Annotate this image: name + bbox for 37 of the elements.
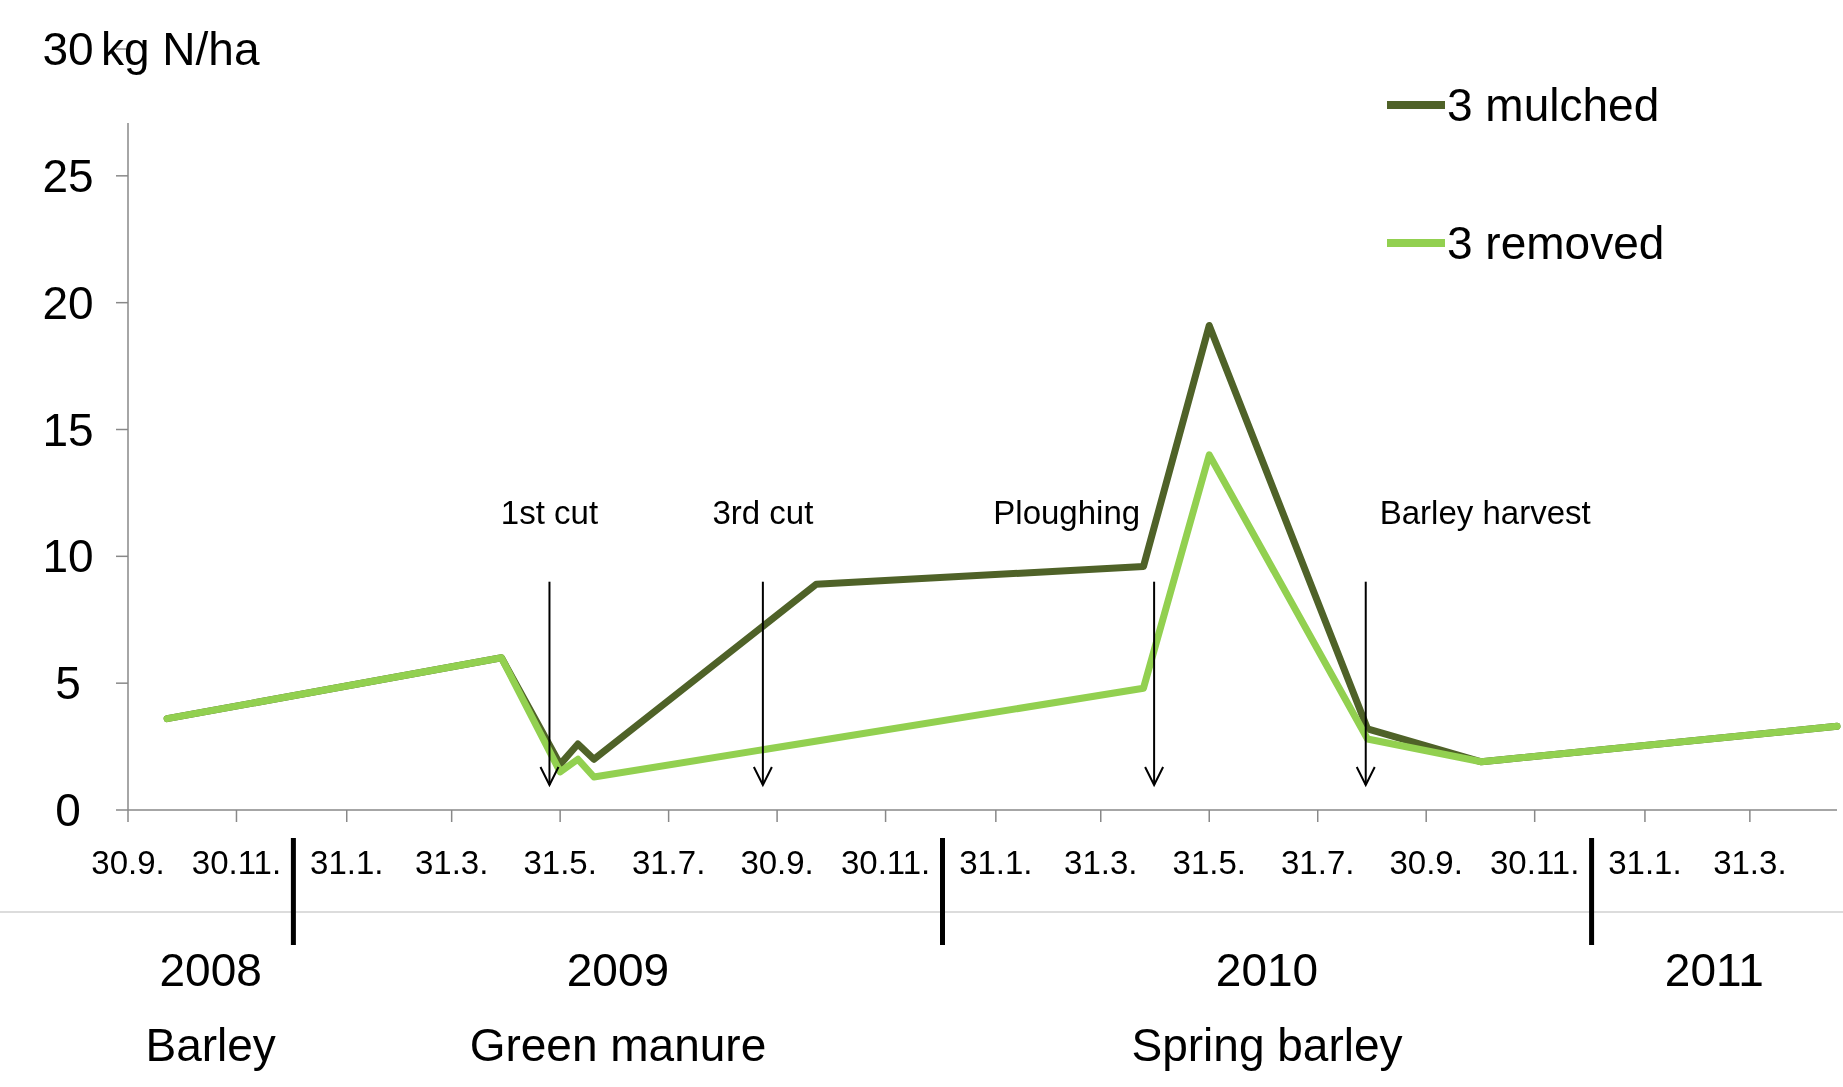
- x-tick-label: 31.1.: [1608, 844, 1682, 881]
- y-tick-label: 0: [55, 784, 81, 837]
- x-tick-label: 31.3.: [1064, 844, 1138, 881]
- x-tick-label: 31.5.: [523, 844, 597, 881]
- x-tick-label: 31.5.: [1172, 844, 1246, 881]
- ref-line-label: 1st cut: [500, 493, 599, 531]
- y-axis-title: kg N/ha: [101, 23, 260, 76]
- ref-line-label: Barley harvest: [1379, 493, 1591, 531]
- x-tick-label: 30.9.: [91, 844, 165, 881]
- y-tick-label: 15: [42, 403, 94, 456]
- x-tick-label: 30.9.: [1389, 844, 1463, 881]
- text: 2010: [1215, 944, 1319, 997]
- text: Spring barley: [1131, 1019, 1403, 1072]
- x-tick-label: 31.1.: [310, 844, 384, 881]
- text: 2011: [1664, 944, 1764, 997]
- x-tick-label: 31.3.: [1713, 844, 1787, 881]
- text: Barley: [145, 1019, 276, 1072]
- text: Green manure: [469, 1019, 767, 1072]
- x-tick-label: 30.11.: [840, 844, 931, 881]
- x-tick-label: 31.7.: [1281, 844, 1355, 881]
- x-tick-label: 30.9.: [740, 844, 814, 881]
- text: 2008: [159, 944, 262, 997]
- ref-line-label: Ploughing: [993, 493, 1141, 531]
- y-tick-label: 5: [55, 657, 81, 710]
- legend-label: 3 mulched: [1447, 79, 1660, 132]
- ref-line-label: 3rd cut: [712, 493, 814, 531]
- x-tick-label: 30.11.: [191, 844, 282, 881]
- legend-label: 3 removed: [1447, 217, 1665, 270]
- y-tick-label: 30: [42, 23, 94, 76]
- text: 2009: [566, 944, 670, 997]
- x-tick-label: 31.7.: [631, 844, 706, 881]
- x-tick-label: 31.1.: [959, 844, 1033, 881]
- y-tick-label: 25: [42, 149, 94, 202]
- x-tick-label: 30.11.: [1490, 844, 1580, 881]
- y-tick-label: 20: [42, 276, 94, 329]
- y-tick-label: 10: [42, 530, 94, 583]
- x-tick-label: 31.3.: [414, 844, 489, 881]
